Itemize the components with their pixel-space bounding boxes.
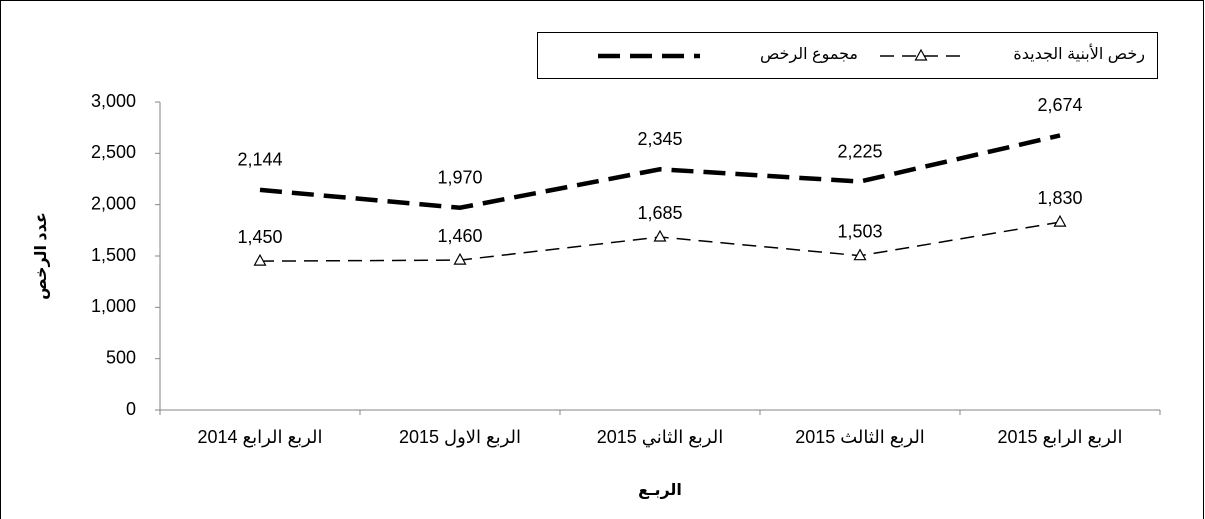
value-label: 2,345 bbox=[637, 129, 682, 149]
value-label: 1,830 bbox=[1037, 188, 1082, 208]
y-tick-label: 3,000 bbox=[91, 91, 136, 111]
value-label: 1,450 bbox=[237, 227, 282, 247]
x-tick-label: الربع الرابع 2015 bbox=[997, 427, 1122, 448]
x-axis-title: الربـع bbox=[638, 482, 682, 499]
point-marker bbox=[853, 248, 867, 261]
value-label: 2,225 bbox=[837, 141, 882, 161]
y-tick-label: 500 bbox=[106, 347, 136, 367]
value-label: 2,144 bbox=[237, 150, 282, 170]
value-label: 1,970 bbox=[437, 167, 482, 187]
y-tick-label: 0 bbox=[126, 399, 136, 419]
y-tick-label: 2,500 bbox=[91, 142, 136, 162]
y-axis-title: عدد الرخص bbox=[33, 212, 50, 300]
value-label: 1,685 bbox=[637, 203, 682, 223]
value-label: 1,503 bbox=[837, 221, 882, 241]
x-tick-label: الربع الثالث 2015 bbox=[795, 427, 925, 448]
value-label: 1,460 bbox=[437, 226, 482, 246]
legend-label: مجموع الرخص bbox=[760, 46, 858, 64]
legend-label: رخص الأبنية الجديدة bbox=[1013, 43, 1145, 64]
point-marker bbox=[453, 252, 467, 265]
series-line bbox=[259, 221, 1061, 262]
point-marker bbox=[1053, 214, 1067, 227]
legend-marker bbox=[914, 48, 928, 61]
value-label: 2,674 bbox=[1037, 95, 1082, 115]
x-tick-label: الربع الاول 2015 bbox=[399, 427, 521, 448]
x-tick-label: الربع الرابع 2014 bbox=[197, 427, 322, 448]
y-tick-label: 2,000 bbox=[91, 193, 136, 213]
point-marker bbox=[653, 229, 667, 242]
x-tick-label: الربع الثاني 2015 bbox=[597, 427, 723, 448]
y-tick-label: 1,000 bbox=[91, 296, 136, 316]
y-tick-label: 1,500 bbox=[91, 245, 136, 265]
series-line bbox=[259, 133, 1061, 211]
point-marker bbox=[253, 253, 267, 266]
